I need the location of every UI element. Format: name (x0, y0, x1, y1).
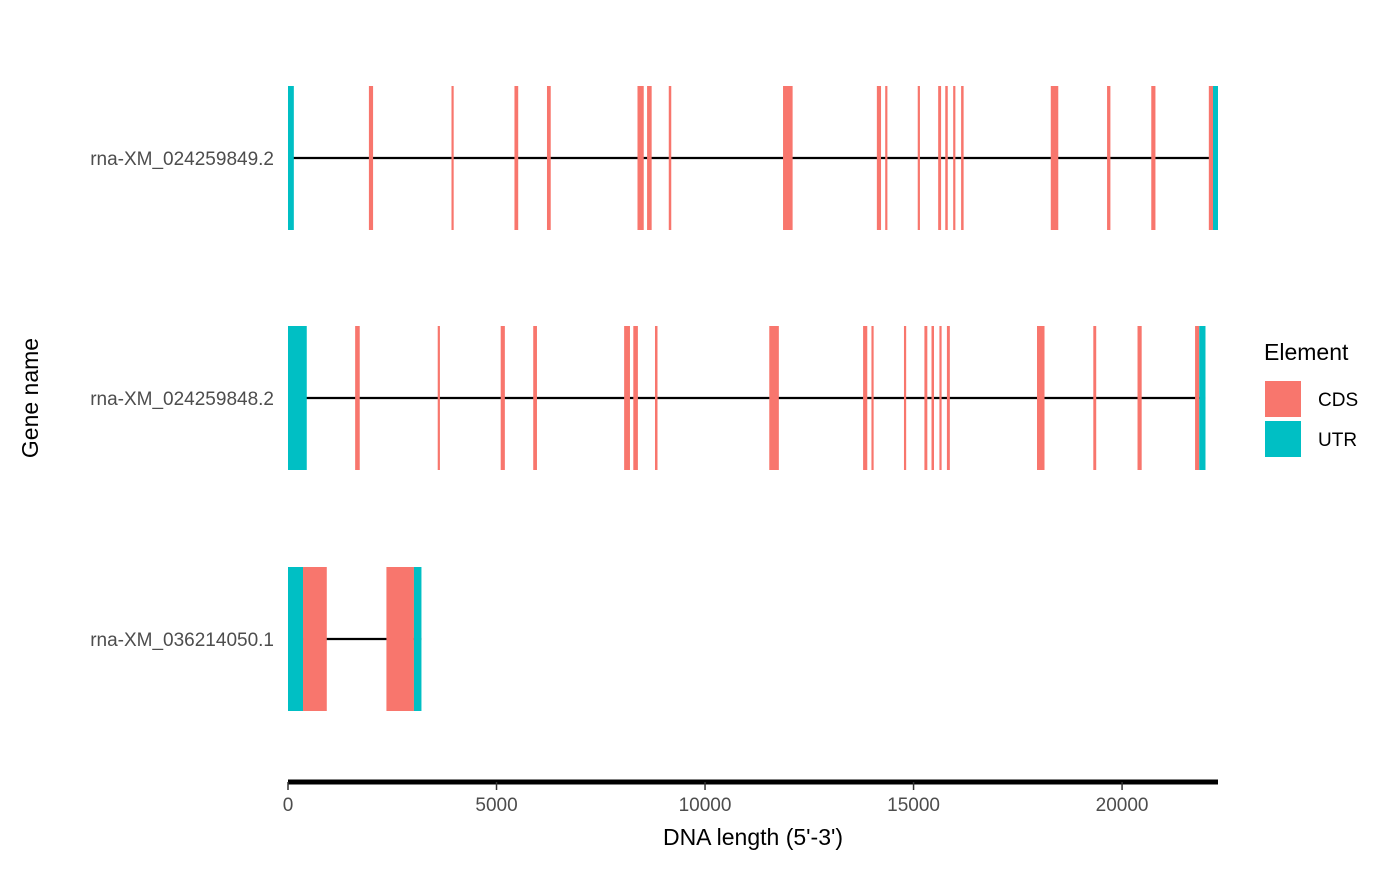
legend-title: Element (1264, 339, 1349, 365)
x-tick-label: 0 (283, 795, 294, 816)
cds-block (637, 86, 644, 230)
cds-block (1151, 86, 1156, 230)
gene-track: rna-XM_024259848.2 (90, 326, 1206, 470)
cds-block (500, 326, 505, 470)
cds-block (386, 567, 414, 711)
gene-name-label: rna-XM_024259848.2 (90, 389, 274, 410)
cds-block (437, 326, 440, 470)
cds-block (1195, 326, 1200, 470)
cds-block (633, 326, 638, 470)
cds-block (1107, 86, 1111, 230)
x-tick-label: 5000 (475, 795, 517, 816)
legend: Element CDS UTR (1264, 339, 1358, 457)
cds-block (945, 86, 948, 230)
cds-block (533, 326, 537, 470)
cds-block (1093, 326, 1097, 470)
cds-block (355, 326, 360, 470)
cds-block (953, 86, 956, 230)
cds-block (938, 86, 942, 230)
cds-block (924, 326, 928, 470)
cds-block (783, 86, 793, 230)
x-axis-title: DNA length (5'-3') (663, 824, 843, 850)
x-tick-label: 20000 (1096, 795, 1149, 816)
cds-block (769, 326, 779, 470)
y-axis-title: Gene name (17, 338, 43, 458)
cds-block (931, 326, 934, 470)
x-axis: 0 5000 10000 15000 20000 (283, 779, 1218, 816)
cds-block (939, 326, 942, 470)
cds-block (863, 326, 868, 470)
cds-block (876, 86, 882, 230)
cds-block (668, 86, 672, 230)
gene-track: rna-XM_036214050.1 (90, 567, 422, 711)
gene-tracks: rna-XM_024259849.2 rna-XM_024259848.2 rna-… (90, 86, 1218, 711)
cds-block (546, 86, 551, 230)
legend-key-utr (1265, 421, 1301, 457)
legend-label-cds: CDS (1318, 390, 1358, 411)
cds-block (1037, 326, 1045, 470)
utr-block (288, 567, 304, 711)
cds-block (885, 86, 888, 230)
cds-block (303, 567, 327, 711)
utr-block (413, 567, 422, 711)
cds-block (1050, 86, 1059, 230)
cds-block (368, 86, 374, 230)
x-tick-label: 15000 (887, 795, 940, 816)
cds-block (451, 86, 454, 230)
cds-block (514, 86, 519, 230)
gene-track: rna-XM_024259849.2 (90, 86, 1218, 230)
gene-name-label: rna-XM_036214050.1 (90, 630, 274, 651)
legend-key-cds (1265, 381, 1301, 417)
cds-block (961, 86, 964, 230)
utr-block (1199, 326, 1206, 470)
cds-block (647, 86, 652, 230)
cds-block (871, 326, 874, 470)
legend-label-utr: UTR (1318, 430, 1357, 451)
cds-block (1208, 86, 1213, 230)
cds-block (917, 86, 920, 230)
x-tick-label: 10000 (679, 795, 732, 816)
cds-block (624, 326, 630, 470)
utr-block (1212, 86, 1218, 230)
utr-block (288, 326, 307, 470)
gene-name-label: rna-XM_024259849.2 (90, 149, 274, 170)
utr-block (288, 86, 294, 230)
cds-block (903, 326, 907, 470)
cds-block (946, 326, 950, 470)
cds-block (1137, 326, 1142, 470)
cds-block (654, 326, 658, 470)
